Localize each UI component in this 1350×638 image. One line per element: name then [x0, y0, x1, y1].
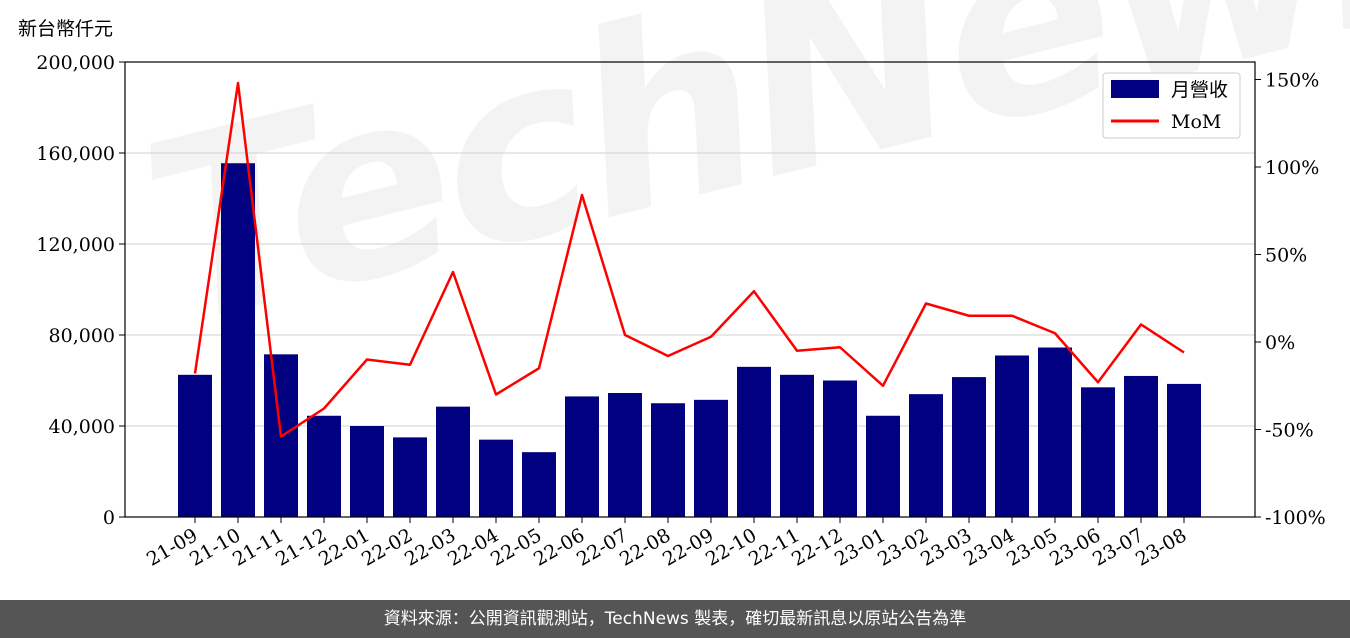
bar — [1081, 387, 1115, 517]
left-tick-label: 200,000 — [36, 52, 115, 74]
bar — [350, 426, 384, 517]
bar — [780, 374, 814, 517]
bar — [565, 396, 599, 517]
bar — [1124, 375, 1158, 517]
x-tick-label: 23-08 — [1132, 524, 1190, 570]
bar — [307, 415, 341, 517]
legend-bar-swatch — [1111, 80, 1159, 98]
bar — [608, 393, 642, 517]
bar — [909, 394, 943, 517]
mom-line — [193, 81, 1185, 438]
legend-line-label: MoM — [1171, 111, 1221, 133]
revenue-chart: 0 40,000 80,000 120,000 160,000 200,000 -100% -… — [36, 52, 1326, 571]
bar — [866, 415, 900, 517]
plot-frame — [124, 61, 1256, 518]
bar — [694, 399, 728, 517]
left-tick-label: 40,000 — [49, 416, 115, 438]
bar — [1038, 347, 1072, 517]
left-tick-label: 160,000 — [36, 143, 115, 165]
right-tick-label: -100% — [1265, 507, 1326, 529]
bar — [221, 163, 255, 518]
bar — [1167, 383, 1201, 517]
bar — [436, 406, 470, 517]
bar — [522, 452, 556, 517]
right-tick-label: 0% — [1265, 332, 1295, 354]
bar — [651, 403, 685, 517]
legend-bar-label: 月營收 — [1171, 79, 1228, 101]
left-tick-label: 120,000 — [36, 234, 115, 256]
bar — [952, 377, 986, 517]
bar — [178, 374, 212, 517]
right-tick-label: 50% — [1265, 245, 1307, 267]
bar — [995, 355, 1029, 517]
right-tick-label: 150% — [1265, 70, 1319, 92]
bar — [393, 437, 427, 517]
bar — [823, 380, 857, 517]
unit-label: 新台幣仟元 — [18, 18, 114, 40]
right-tick-label: -50% — [1265, 420, 1314, 442]
bar — [737, 366, 771, 517]
right-tick-label: 100% — [1265, 157, 1319, 179]
source-footer: 資料來源：公開資訊觀測站，TechNews 製表，確切最新訊息以原站公告為準 — [0, 600, 1350, 638]
left-tick-label: 80,000 — [49, 325, 115, 347]
left-tick-label: 0 — [103, 507, 115, 529]
bar — [479, 439, 513, 517]
